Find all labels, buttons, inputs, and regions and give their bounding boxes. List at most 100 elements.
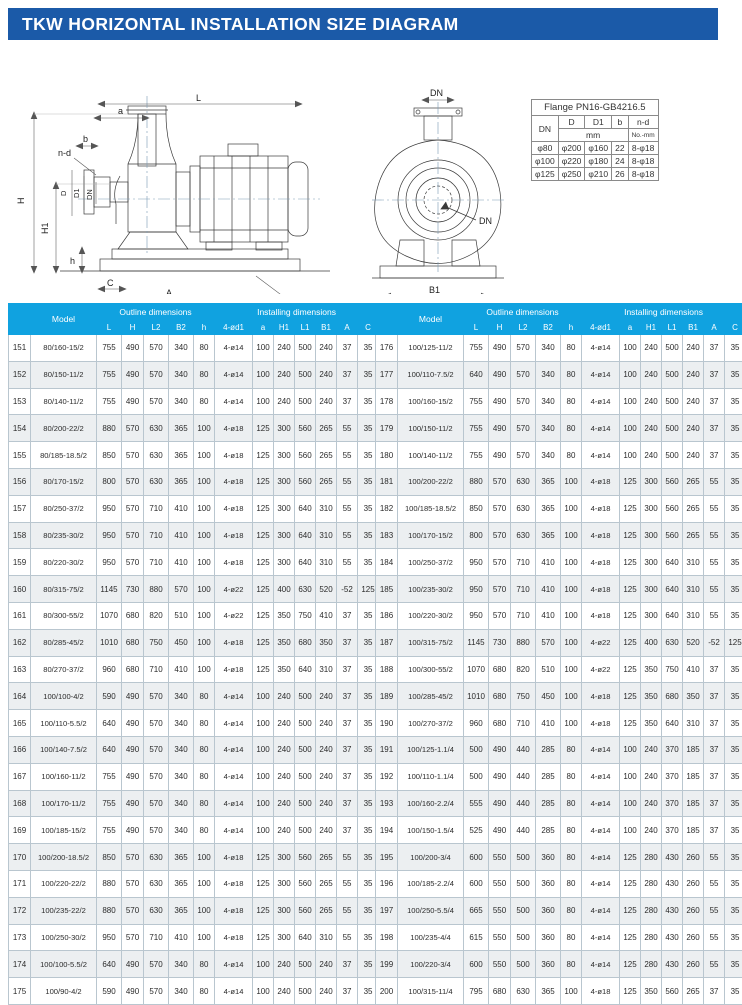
cell-d1: 4-ø14 <box>215 683 253 710</box>
cell-a: 100 <box>620 442 641 469</box>
cell-L1: 430 <box>662 924 683 951</box>
cell-index: 172 <box>9 897 31 924</box>
cell-C: 35 <box>725 763 742 790</box>
cell-H: 490 <box>489 415 511 442</box>
cell-index: 151 <box>9 335 31 362</box>
cell-a: 100 <box>620 388 641 415</box>
cell-B1: 240 <box>316 736 337 763</box>
cell-index: 181 <box>376 468 398 495</box>
cell-d1: 4-ø18 <box>582 549 620 576</box>
cell-index: 173 <box>9 924 31 951</box>
cell-d1: 4-ø18 <box>582 978 620 1005</box>
cell-model: 100/200-3/4 <box>398 844 464 871</box>
cell-a: 100 <box>253 736 274 763</box>
cell-L1: 500 <box>662 388 683 415</box>
cell-L: 555 <box>464 790 489 817</box>
cell-d1: 4-ø14 <box>582 844 620 871</box>
cell-L: 640 <box>97 951 122 978</box>
cell-H: 490 <box>489 817 511 844</box>
cell-B2: 340 <box>169 388 194 415</box>
cell-L1: 370 <box>662 736 683 763</box>
cell-h: 80 <box>561 817 582 844</box>
header-installing-group: Installing dimensions <box>582 304 742 321</box>
cell-L2: 570 <box>144 978 169 1005</box>
cell-H1: 300 <box>274 522 295 549</box>
cell-L2: 630 <box>144 844 169 871</box>
cell-C: 35 <box>725 710 742 737</box>
cell-index: 171 <box>9 870 31 897</box>
cell-model: 80/185-18.5/2 <box>31 442 97 469</box>
flange-spec-table: Flange PN16-GB4216.5 DN D D1 b n-d mm No… <box>531 99 659 181</box>
cell-model: 100/185-2.2/4 <box>398 870 464 897</box>
cell-h: 80 <box>561 870 582 897</box>
cell-B1: 265 <box>683 978 704 1005</box>
cell-H: 680 <box>489 656 511 683</box>
flange-cell-b: 22 <box>612 142 628 155</box>
cell-H: 570 <box>122 415 144 442</box>
cell-L2: 440 <box>511 736 536 763</box>
cell-d1: 4-ø14 <box>215 817 253 844</box>
cell-L2: 820 <box>144 602 169 629</box>
cell-H1: 300 <box>274 870 295 897</box>
cell-index: 183 <box>376 522 398 549</box>
cell-index: 155 <box>9 442 31 469</box>
cell-B2: 340 <box>169 710 194 737</box>
cell-B1: 240 <box>316 817 337 844</box>
cell-index: 175 <box>9 978 31 1005</box>
cell-L2: 710 <box>144 656 169 683</box>
cell-model: 80/235-30/2 <box>31 522 97 549</box>
cell-L2: 440 <box>511 790 536 817</box>
cell-H: 550 <box>489 951 511 978</box>
cell-index: 169 <box>9 817 31 844</box>
cell-A: 37 <box>704 683 725 710</box>
cell-a: 100 <box>620 790 641 817</box>
cell-A: 55 <box>337 468 358 495</box>
cell-B2: 410 <box>169 656 194 683</box>
cell-A: 55 <box>704 522 725 549</box>
cell-L2: 570 <box>511 335 536 362</box>
cell-a: 125 <box>253 549 274 576</box>
cell-A: 37 <box>704 656 725 683</box>
cell-model: 100/100-4/2 <box>31 683 97 710</box>
cell-d1: 4-ø14 <box>582 736 620 763</box>
cell-B2: 360 <box>536 897 561 924</box>
cell-H1: 240 <box>274 817 295 844</box>
cell-B1: 240 <box>683 442 704 469</box>
cell-H: 680 <box>122 656 144 683</box>
cell-B2: 510 <box>169 602 194 629</box>
cell-L: 500 <box>464 736 489 763</box>
cell-H: 490 <box>122 736 144 763</box>
cell-B1: 310 <box>316 495 337 522</box>
cell-L: 755 <box>97 763 122 790</box>
cell-H: 570 <box>122 844 144 871</box>
cell-H1: 240 <box>641 442 662 469</box>
cell-index: 196 <box>376 870 398 897</box>
cell-d1: 4-ø18 <box>582 495 620 522</box>
flange-cell-d1: φ210 <box>585 168 612 181</box>
header-col-L: L <box>97 321 122 335</box>
cell-L2: 710 <box>511 576 536 603</box>
cell-B1: 240 <box>316 790 337 817</box>
cell-B2: 360 <box>536 870 561 897</box>
cell-H1: 300 <box>641 549 662 576</box>
cell-L: 1070 <box>464 656 489 683</box>
cell-C: 35 <box>725 522 742 549</box>
cell-a: 125 <box>620 468 641 495</box>
cell-B1: 265 <box>316 844 337 871</box>
cell-B2: 340 <box>536 361 561 388</box>
cell-L2: 500 <box>511 924 536 951</box>
cell-A: 55 <box>704 576 725 603</box>
cell-H: 570 <box>489 468 511 495</box>
header-col-B2: B2 <box>169 321 194 335</box>
